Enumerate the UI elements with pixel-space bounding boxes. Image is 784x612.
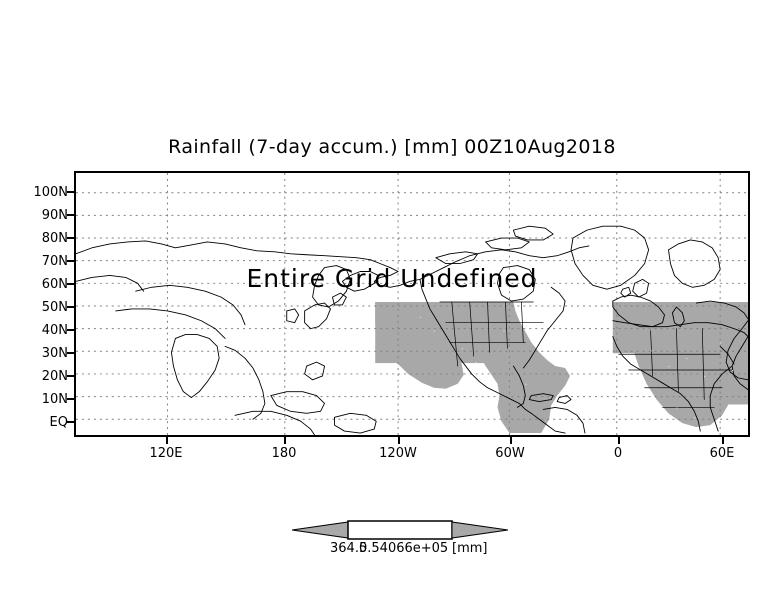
x-tick-mark-60e [722, 437, 724, 444]
y-tick-mark-90n [67, 214, 74, 216]
y-tick-mark-10n [67, 398, 74, 400]
y-tick-mark-50n [67, 306, 74, 308]
colorbar-units-label: [mm] [452, 541, 488, 556]
world-map [76, 173, 748, 435]
shaded-data-regions [375, 302, 748, 434]
x-tick-mark-60w [510, 437, 512, 444]
y-tick-mark-20n [67, 375, 74, 377]
y-tick-label-70n: 70N [41, 254, 68, 269]
x-tick-label-120e: 120E [149, 446, 183, 461]
colorbar-left-extend [292, 521, 349, 539]
y-tick-label-90n: 90N [41, 208, 68, 223]
map-panel[interactable] [74, 171, 750, 437]
y-tick-mark-eq [67, 421, 74, 423]
y-tick-label-50n: 50N [41, 300, 68, 315]
y-tick-label-80n: 80N [41, 231, 68, 246]
y-tick-label-20n: 20N [41, 369, 68, 384]
colorbar-max-label: 5.54066e+05 [359, 541, 449, 556]
y-tick-label-100n: 100N [33, 185, 68, 200]
x-tick-label-0: 0 [613, 446, 623, 461]
y-tick-mark-60n [67, 283, 74, 285]
x-tick-label-60w: 60W [495, 446, 525, 461]
map-speckle [419, 316, 734, 419]
x-tick-mark-180 [284, 437, 286, 444]
y-tick-label-40n: 40N [41, 323, 68, 338]
y-tick-label-10n: 10N [41, 392, 68, 407]
x-tick-mark-120e [166, 437, 168, 444]
colorbar[interactable] [292, 518, 508, 542]
y-tick-label-eq: EQ [49, 415, 68, 430]
y-tick-label-60n: 60N [41, 277, 68, 292]
colorbar-graphic [292, 520, 508, 540]
x-tick-mark-0 [618, 437, 620, 444]
y-tick-mark-70n [67, 260, 74, 262]
colorbar-bin-0 [347, 520, 453, 540]
colorbar-min-label: 364.0 [330, 541, 368, 556]
y-tick-label-30n: 30N [41, 346, 68, 361]
page-title: Rainfall (7-day accum.) [mm] 00Z10Aug201… [168, 136, 616, 158]
x-tick-label-180: 180 [271, 446, 297, 461]
x-tick-mark-120w [398, 437, 400, 444]
y-tick-mark-100n [67, 191, 74, 193]
y-tick-mark-40n [67, 329, 74, 331]
colorbar-right-extend [451, 521, 508, 539]
y-tick-mark-30n [67, 352, 74, 354]
y-tick-mark-80n [67, 237, 74, 239]
x-tick-label-120w: 120W [379, 446, 417, 461]
map-gridlines [76, 173, 748, 435]
coastlines [76, 225, 748, 435]
x-tick-label-60e: 60E [709, 446, 735, 461]
